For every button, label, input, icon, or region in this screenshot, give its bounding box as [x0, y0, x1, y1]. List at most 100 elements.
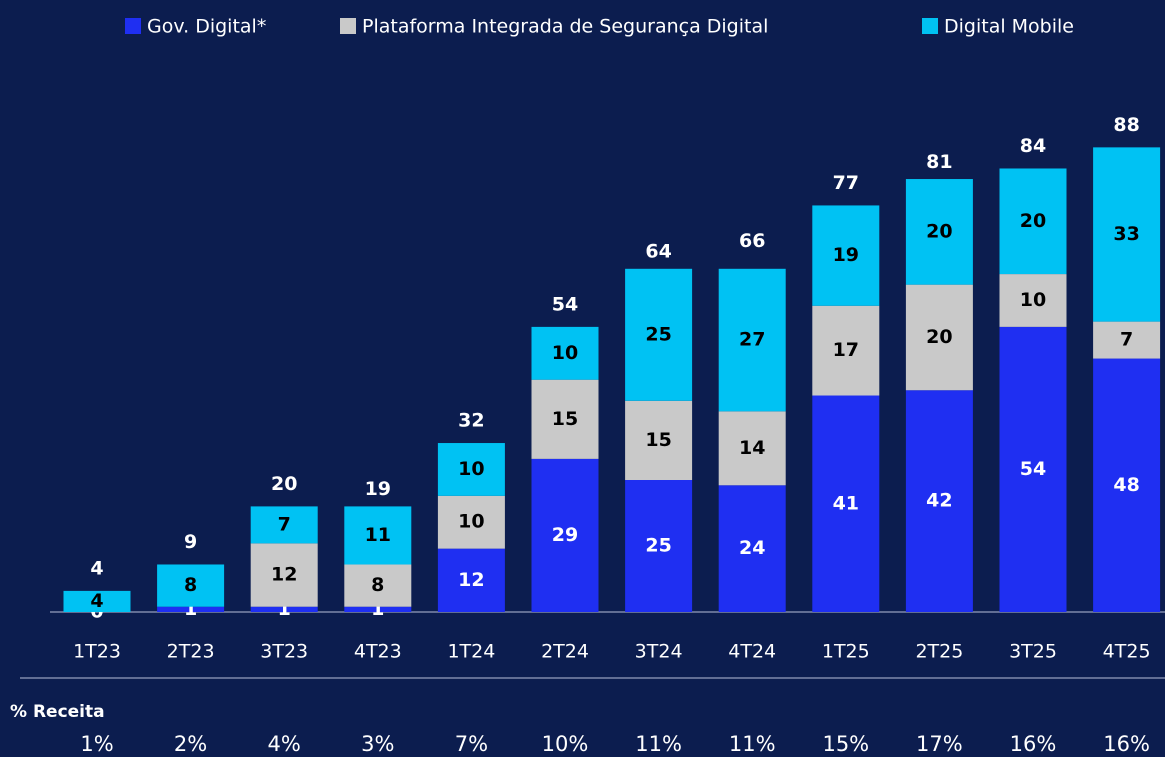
bar-segment [718, 411, 786, 486]
x-tick-label: 2T23 [167, 641, 215, 663]
segment-label: 7 [278, 513, 291, 535]
x-tick-label: 4T24 [728, 641, 776, 663]
legend-swatch [125, 18, 141, 34]
bar-segment [437, 443, 505, 496]
bar-segment [157, 606, 225, 612]
total-label: 20 [271, 473, 297, 495]
segment-label: 14 [739, 437, 765, 459]
x-tick-label: 2T25 [915, 641, 963, 663]
total-label: 64 [645, 241, 671, 263]
x-tick-label: 1T23 [73, 641, 121, 663]
segment-label: 10 [458, 511, 484, 533]
segment-label: 19 [833, 244, 859, 266]
segment-label: 15 [552, 408, 578, 430]
legend-swatch [340, 18, 356, 34]
segment-label: 33 [1113, 223, 1139, 245]
revenue-share: 16% [1010, 732, 1057, 756]
bar-segment [437, 495, 505, 549]
bar-segment [718, 485, 786, 612]
segment-label: 42 [926, 490, 952, 512]
segment-label: 48 [1113, 474, 1139, 496]
bar-segment [250, 506, 318, 544]
segment-label: 4 [90, 590, 103, 612]
total-label: 9 [184, 531, 197, 553]
total-label: 77 [833, 172, 859, 194]
segment-label: 10 [552, 342, 578, 364]
bar-segment [1093, 321, 1161, 359]
bar-segment [531, 458, 599, 612]
bar-segment [625, 400, 693, 480]
segment-label: 12 [271, 564, 297, 586]
segment-label: 12 [458, 569, 484, 591]
segment-label: 10 [458, 458, 484, 480]
segment-label: 20 [1020, 210, 1046, 232]
revenue-label: % Receita [10, 702, 105, 722]
segment-label: 29 [552, 524, 578, 546]
bar-segment [1093, 147, 1161, 322]
x-tick-label: 2T24 [541, 641, 589, 663]
total-label: 81 [926, 151, 952, 173]
x-tick-label: 1T25 [822, 641, 870, 663]
bar-segment [999, 168, 1067, 275]
segment-label: 25 [645, 323, 671, 345]
bar-segment [344, 564, 412, 607]
legend-label: Digital Mobile [944, 16, 1074, 38]
revenue-share: 17% [916, 732, 963, 756]
segment-label: 25 [645, 535, 671, 557]
segment-label: 15 [645, 429, 671, 451]
x-tick-label: 4T23 [354, 641, 402, 663]
bar-segment [344, 606, 412, 612]
bar-segment [1093, 358, 1161, 612]
segment-label: 8 [371, 574, 384, 596]
total-label: 88 [1113, 114, 1139, 136]
segment-label: 11 [365, 524, 391, 546]
revenue-share: 11% [635, 732, 682, 756]
bar-segment [157, 564, 225, 607]
total-label: 32 [458, 410, 484, 432]
bar-segment [718, 268, 786, 412]
bar-segment [250, 606, 318, 612]
bar-segment [531, 379, 599, 459]
bar-segment [999, 274, 1067, 327]
segment-label: 24 [739, 537, 765, 559]
bar-segment [250, 543, 318, 607]
bar-segment [625, 480, 693, 612]
revenue-share: 7% [455, 732, 488, 756]
revenue-share: 3% [361, 732, 394, 756]
total-label: 84 [1020, 135, 1046, 157]
segment-label: 41 [833, 492, 859, 514]
total-label: 66 [739, 230, 765, 252]
total-label: 19 [365, 478, 391, 500]
revenue-share: 16% [1103, 732, 1150, 756]
revenue-share: 10% [542, 732, 589, 756]
revenue-share: 4% [268, 732, 301, 756]
bar-segment [905, 284, 973, 391]
bar-segment [63, 590, 131, 612]
revenue-share: 11% [729, 732, 776, 756]
revenue-share: 1% [80, 732, 113, 756]
segment-label: 17 [833, 339, 859, 361]
bar-segment [344, 506, 412, 565]
segment-label: 20 [926, 326, 952, 348]
legend-label: Plataforma Integrada de Segurança Digita… [362, 16, 768, 38]
bar-segment [905, 390, 973, 612]
bar-segment [999, 326, 1067, 612]
segment-label: 20 [926, 220, 952, 242]
total-label: 4 [90, 557, 103, 579]
revenue-share: 15% [822, 732, 869, 756]
bar-segment [437, 548, 505, 612]
segment-label: 8 [184, 574, 197, 596]
segment-label: 7 [1120, 329, 1133, 351]
x-tick-label: 4T25 [1103, 641, 1151, 663]
x-tick-label: 3T25 [1009, 641, 1057, 663]
x-tick-label: 3T24 [635, 641, 683, 663]
segment-label: 27 [739, 329, 765, 351]
segment-label: 10 [1020, 289, 1046, 311]
bar-segment [812, 305, 880, 396]
x-tick-label: 1T24 [447, 641, 495, 663]
revenue-share: 2% [174, 732, 207, 756]
segment-label: 54 [1020, 458, 1046, 480]
legend-label: Gov. Digital* [147, 16, 266, 38]
bar-segment [905, 179, 973, 285]
